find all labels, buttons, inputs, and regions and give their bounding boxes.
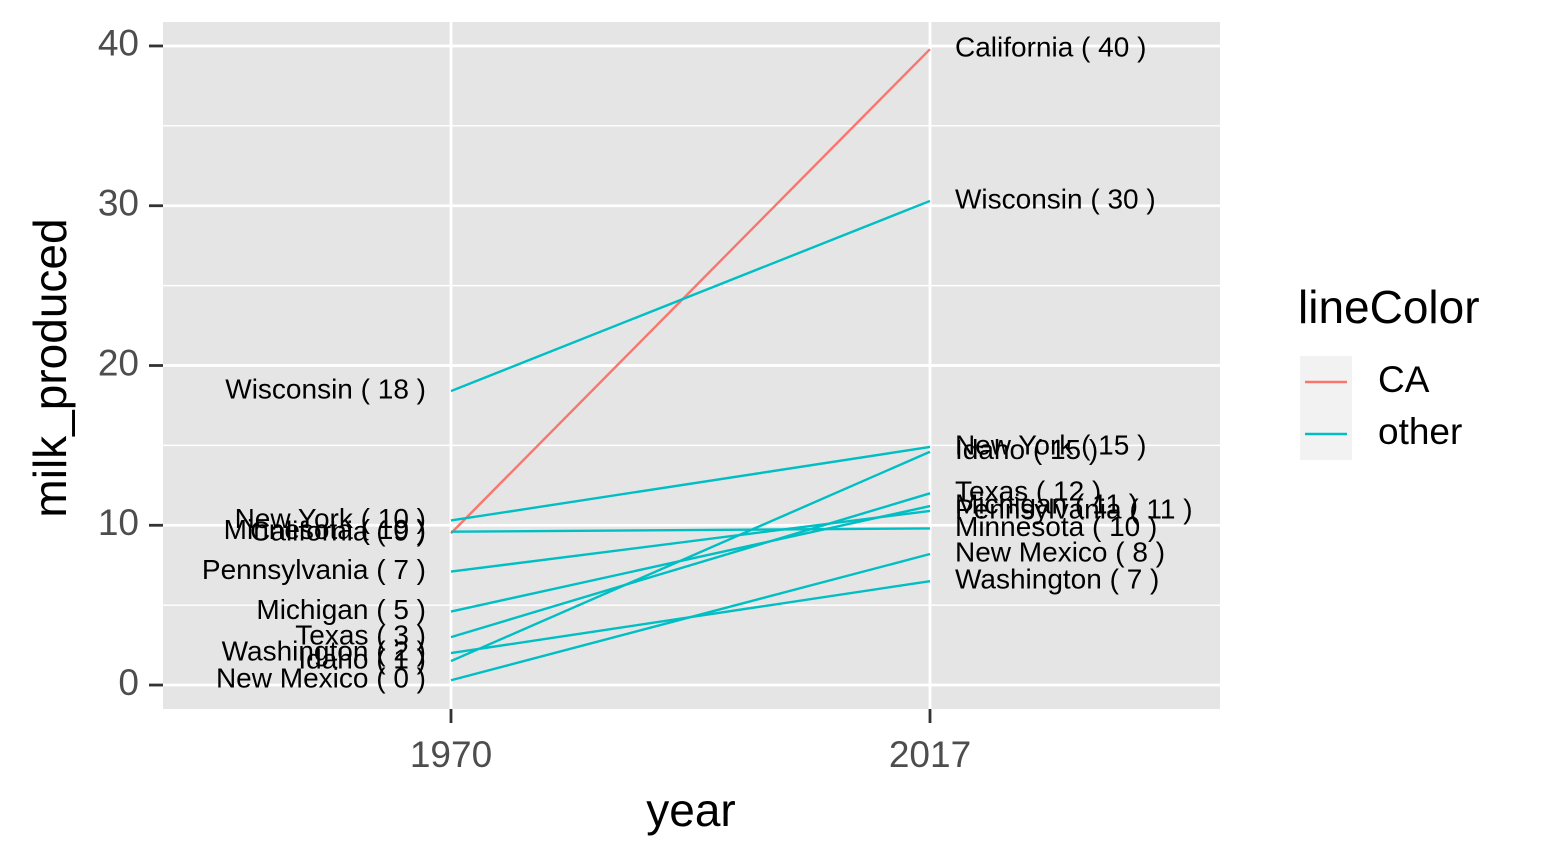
label-1970-california: California ( 9 ) [250,516,426,547]
minor-gridlines [163,125,1220,606]
legend-title: lineColor [1298,281,1480,333]
label-2017-washington: Washington ( 7 ) [955,564,1159,595]
label-1970-pennsylvania: Pennsylvania ( 7 ) [202,554,426,585]
legend-label-ca: CA [1378,359,1430,400]
series-line-michigan [450,504,931,613]
y-tick-label: 10 [98,502,139,543]
x-axis: 1970 2017 [410,709,971,775]
y-tick-label: 20 [98,342,139,383]
label-2017-idaho: Idaho ( 15 ) [955,434,1098,465]
label-1970-new-mexico: New Mexico ( 0 ) [216,663,426,694]
x-tick-label: 2017 [889,734,971,775]
y-tick-label: 0 [118,662,139,703]
series-line-pennsylvania [450,509,931,573]
label-2017-pennsylvania: Pennsylvania ( 11 ) [955,493,1193,524]
major-gridlines [163,22,1220,709]
label-2017-california: California ( 40 ) [955,32,1146,63]
series-lines [450,48,931,682]
y-tick-label: 40 [98,23,139,64]
label-2017-minnesota: Minnesota ( 10 ) [955,511,1157,542]
label-1970-idaho: Idaho ( 1 ) [298,643,426,674]
y-tick-label: 30 [98,183,139,224]
label-1970-minnesota: Minnesota ( 10 ) [224,514,426,545]
x-tick-label: 1970 [410,734,492,775]
y-axis-title: milk_produced [24,218,76,517]
label-1970-texas: Texas ( 3 ) [295,619,426,650]
label-2017-texas: Texas ( 12 ) [955,476,1101,507]
series-line-new-york [450,445,931,522]
legend: lineColor CA other [1298,281,1480,460]
series-line-idaho [450,450,931,663]
label-1970-wisconsin: Wisconsin ( 18 ) [225,373,426,404]
label-1970-michigan: Michigan ( 5 ) [256,594,426,625]
label-2017-wisconsin: Wisconsin ( 30 ) [955,183,1156,214]
left-labels: California ( 9 ) Wisconsin ( 18 ) New York… [202,373,426,693]
series-line-california [450,48,931,535]
series-line-wisconsin [450,199,931,393]
right-labels: California ( 40 ) Wisconsin ( 30 ) New Yor… [955,32,1193,595]
legend-label-other: other [1378,411,1462,452]
series-line-washington [450,579,931,655]
x-axis-title: year [646,784,735,836]
label-2017-michigan: Michigan ( 11 ) [955,488,1138,519]
label-2017-new-york: New York ( 15 ) [955,429,1146,460]
label-1970-washington: Washington ( 2 ) [222,635,426,666]
label-1970-new-york: New York ( 10 ) [235,503,426,534]
series-line-minnesota [450,527,931,533]
y-axis: 0 10 20 30 40 [98,23,163,703]
series-line-texas [450,492,931,639]
label-2017-new-mexico: New Mexico ( 8 ) [955,536,1165,567]
